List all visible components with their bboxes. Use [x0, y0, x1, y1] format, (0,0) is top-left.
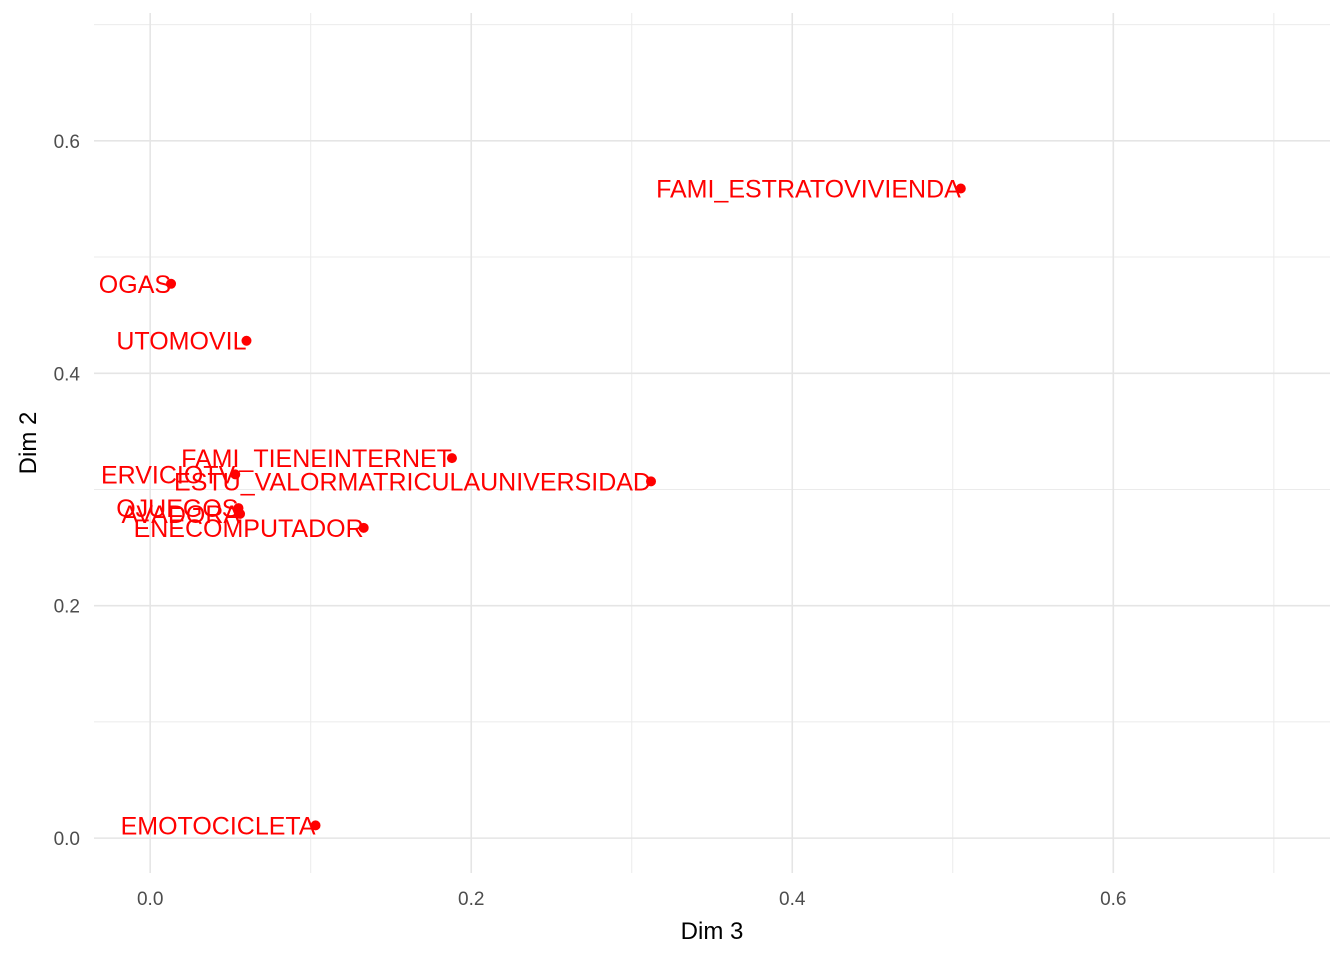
y-tick-label: 0.0: [54, 829, 80, 850]
y-tick-label: 0.4: [54, 364, 81, 385]
x-axis-title: Dim 3: [681, 918, 744, 945]
data-point: [955, 183, 966, 194]
data-point: [230, 469, 241, 480]
data-point: [166, 278, 177, 289]
point-label: ENECOMPUTADOR: [134, 515, 364, 543]
point-label: FAMI_TIENEINTERNET: [181, 445, 452, 473]
grid-lines: [94, 13, 1330, 873]
y-tick-label: 0.6: [54, 132, 80, 153]
point-label: ERVICIOTV: [101, 461, 236, 489]
y-axis-title: Dim 2: [15, 412, 42, 475]
point-label: FAMI_ESTRATOVIVIENDA: [656, 175, 961, 203]
data-point: [358, 522, 369, 533]
data-point: [241, 335, 252, 346]
data-point: [446, 453, 457, 464]
x-tick-label: 0.4: [779, 889, 806, 910]
point-label: AVADORA: [122, 501, 241, 529]
x-tick-label: 0.6: [1100, 889, 1126, 910]
point-label: ESTU_VALORMATRICULAUNIVERSIDAD: [174, 468, 651, 496]
x-tick-label: 0.0: [137, 889, 163, 910]
data-point: [646, 476, 657, 487]
tick-labels: 0.0 0.2 0.4 0.6 0.0 0.2 0.4 0.6: [54, 132, 1127, 910]
point-labels-layer: FAMI_ESTRATOVIVIENDA FAMI_TIENEINTERNETES…: [99, 175, 961, 840]
data-point: [235, 508, 246, 519]
point-label: OGAS: [99, 271, 171, 299]
data-point: [310, 820, 321, 831]
points-layer: [166, 183, 966, 831]
point-label: UTOMOVIL: [116, 328, 246, 356]
point-label: EMOTOCICLETA: [121, 812, 316, 840]
x-tick-label: 0.2: [458, 889, 484, 910]
point-label: OJUEGOS: [116, 495, 238, 523]
y-tick-label: 0.2: [54, 597, 80, 618]
